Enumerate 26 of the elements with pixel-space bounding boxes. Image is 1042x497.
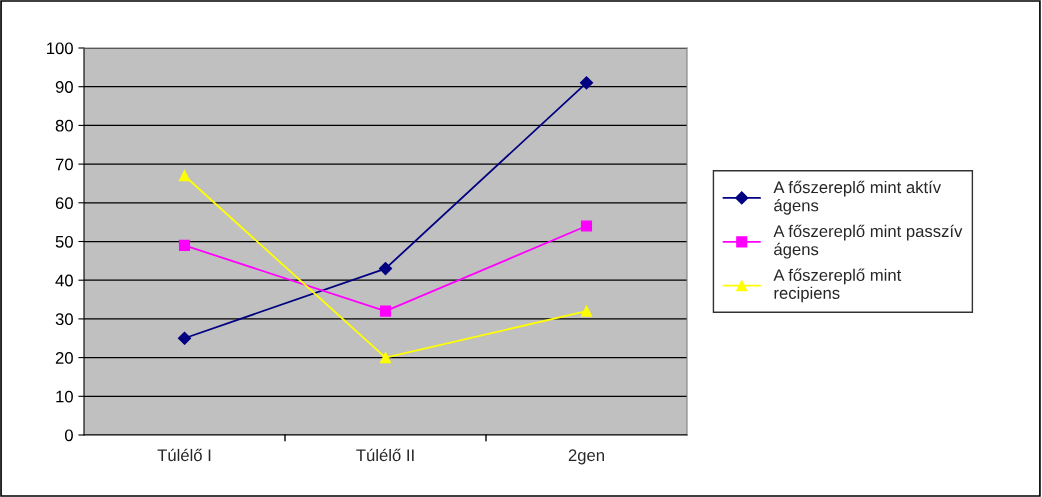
y-tick-label: 20 xyxy=(55,352,73,364)
x-tick-label: Túlélő I xyxy=(157,448,211,462)
legend-label: A főszereplő mint aktív ágens xyxy=(773,180,942,215)
y-tick-label: 30 xyxy=(55,313,73,326)
y-tick-label: 50 xyxy=(55,235,73,248)
point xyxy=(378,262,393,276)
point xyxy=(178,170,191,182)
y-tick-label: 70 xyxy=(55,158,73,171)
legend-label: A főszereplő mint recipiens xyxy=(773,268,902,303)
y-tick-label: 60 xyxy=(55,197,73,209)
x-tick-label: 2gen xyxy=(568,449,604,465)
y-tick-label: 40 xyxy=(55,274,73,287)
point xyxy=(379,352,392,364)
legend-label: A főszereplő mint passzív ágens xyxy=(773,224,963,259)
x-tick-label: Túlélő II xyxy=(356,448,414,462)
point xyxy=(178,239,191,251)
point xyxy=(177,331,192,345)
y-tick-label: 10 xyxy=(56,390,73,403)
y-tick-label: 100 xyxy=(47,42,73,55)
y-tick-label: 80 xyxy=(55,119,73,132)
point xyxy=(379,305,392,317)
y-tick-label: 0 xyxy=(64,429,73,442)
point xyxy=(580,305,593,317)
y-tick-label: 90 xyxy=(55,81,73,93)
point xyxy=(579,76,594,90)
point xyxy=(580,220,593,232)
